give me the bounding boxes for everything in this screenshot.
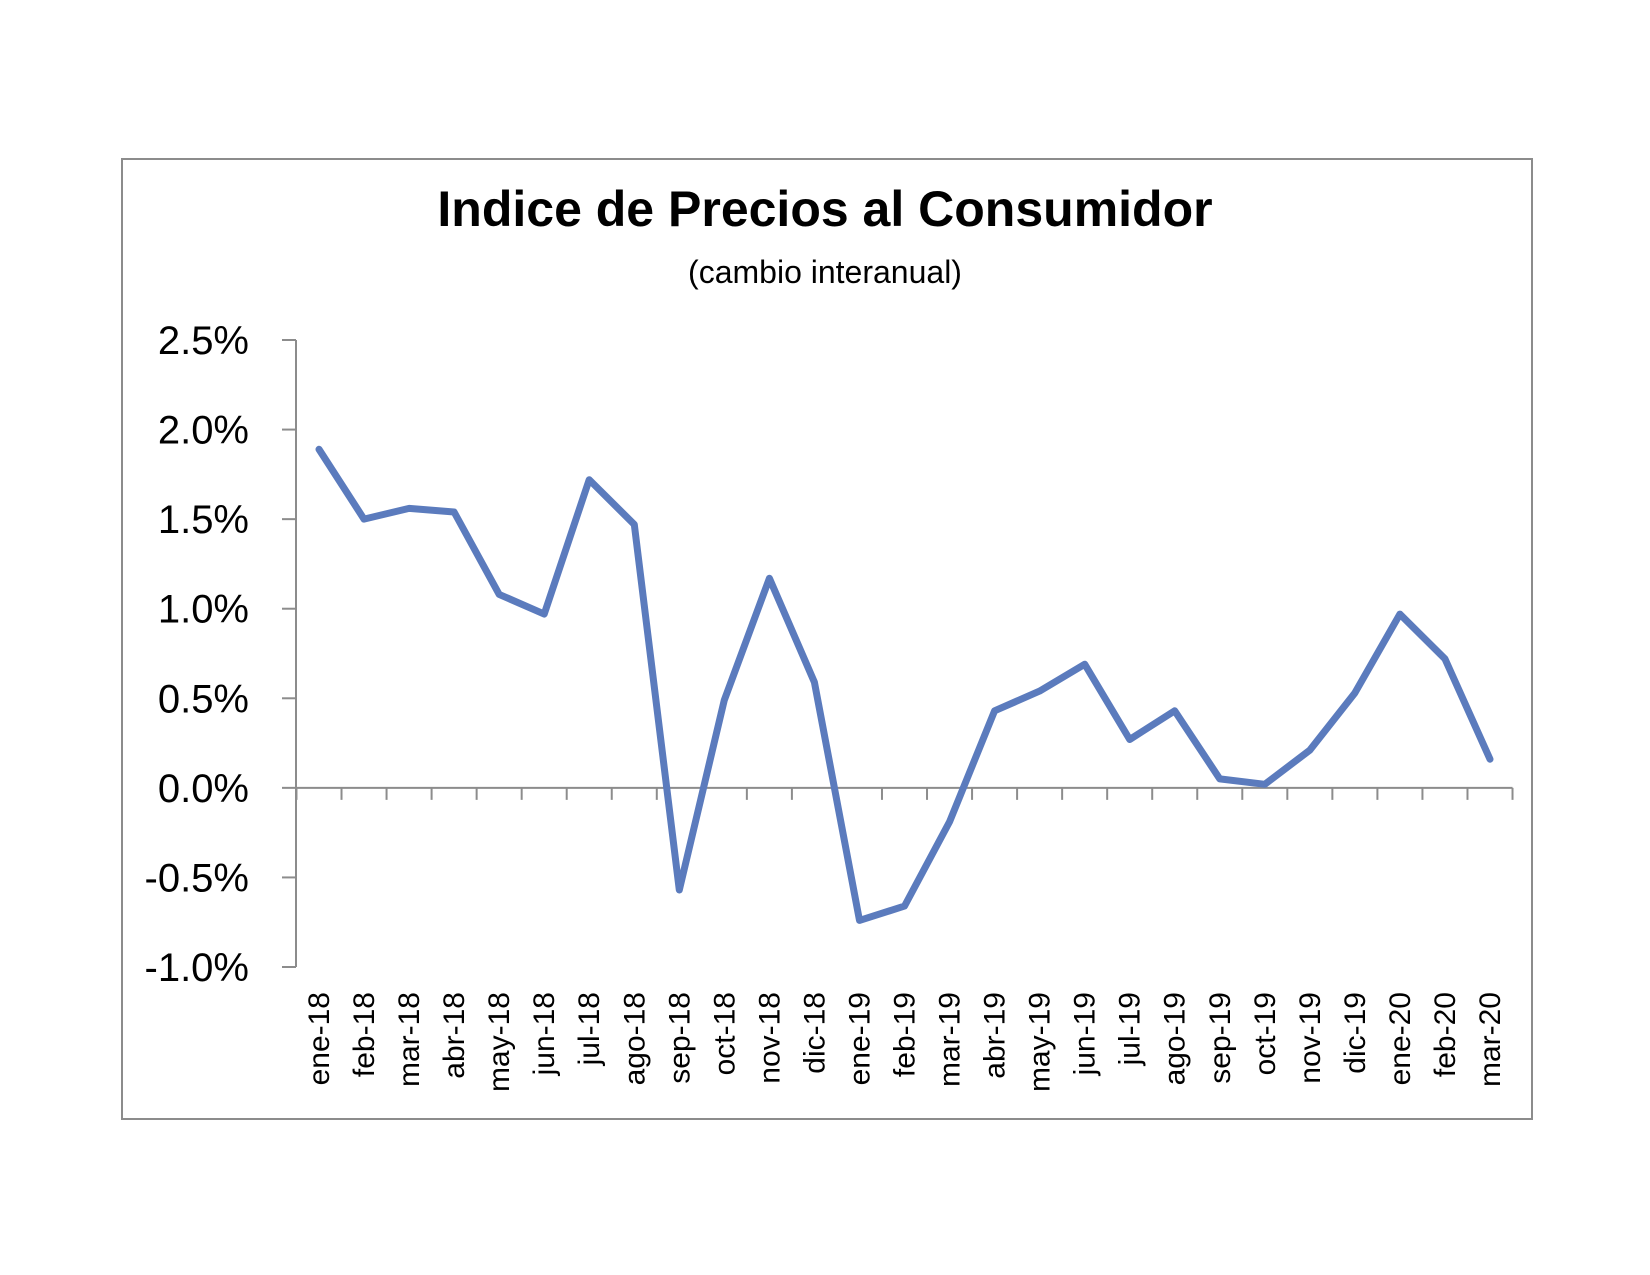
x-tick-label: mar-20 <box>1474 992 1507 1087</box>
x-tick-label: nov-19 <box>1294 992 1327 1084</box>
x-tick-label: jun-19 <box>1069 992 1102 1076</box>
x-tick-label: ago-19 <box>1159 992 1192 1085</box>
y-tick-label: 2.5% <box>158 319 249 363</box>
data-point <box>408 507 410 509</box>
x-tick-label: may-19 <box>1024 992 1057 1092</box>
x-tick-label: sep-18 <box>663 992 696 1084</box>
x-tick-label: dic-19 <box>1339 992 1372 1074</box>
x-tick-label: oct-19 <box>1249 992 1282 1075</box>
x-tick-label: ago-18 <box>618 992 651 1085</box>
x-axis-labels: ene-18 feb-18 mar-18 abr-18 may-18 jun-18 jul-… <box>303 992 1507 1092</box>
data-point <box>813 681 815 683</box>
data-point <box>994 710 996 712</box>
x-tick-label: may-18 <box>483 992 516 1092</box>
x-tick-label: dic-18 <box>798 992 831 1074</box>
data-point <box>723 699 725 701</box>
data-point <box>588 479 590 481</box>
data-point <box>1039 690 1041 692</box>
chart-title: Indice de Precios al Consumidor <box>437 181 1213 237</box>
data-point <box>678 889 680 891</box>
data-point <box>543 613 545 615</box>
y-tick-label: 0.5% <box>158 677 249 721</box>
data-point <box>1354 692 1356 694</box>
y-tick-label: 1.5% <box>158 498 249 542</box>
x-tick-label: abr-19 <box>979 992 1012 1079</box>
data-point <box>453 511 455 513</box>
x-tick-label: sep-19 <box>1204 992 1237 1084</box>
data-point <box>1219 778 1221 780</box>
y-tick-label: 1.0% <box>158 588 249 632</box>
x-tick-label: mar-19 <box>934 992 967 1087</box>
x-tick-label: oct-18 <box>708 992 741 1075</box>
data-point <box>1489 758 1491 760</box>
series-line <box>315 445 1494 924</box>
x-tick-label: abr-18 <box>438 992 471 1079</box>
x-tick-label: ene-20 <box>1384 992 1417 1085</box>
data-point <box>318 448 320 450</box>
chart-subtitle: (cambio interanual) <box>688 254 962 290</box>
chart-frame <box>121 158 1533 1120</box>
series-group <box>315 445 1494 924</box>
x-tick-label: ene-18 <box>303 992 336 1085</box>
x-tick-label: feb-20 <box>1429 992 1462 1077</box>
axes <box>282 339 1514 968</box>
y-tick-label: -0.5% <box>145 856 250 900</box>
x-tick-label: ene-19 <box>843 992 876 1085</box>
y-tick-label: -1.0% <box>145 946 250 990</box>
data-point <box>1264 783 1266 785</box>
data-point <box>1084 663 1086 665</box>
data-point <box>1174 710 1176 712</box>
x-tick-label: feb-18 <box>348 992 381 1077</box>
y-axis-labels: 2.5% 2.0% 1.5% 1.0% 0.5% 0.0% -0.5% -1.0% <box>145 319 250 990</box>
y-tick-label: 0.0% <box>158 767 249 811</box>
x-tick-label: mar-18 <box>393 992 426 1087</box>
x-tick-label: jun-18 <box>528 992 561 1076</box>
data-point <box>858 919 860 921</box>
data-point <box>949 821 951 823</box>
data-point <box>904 905 905 907</box>
x-tick-label: jul-19 <box>1114 992 1147 1066</box>
data-point <box>1444 658 1446 660</box>
x-tick-label: jul-18 <box>573 992 606 1066</box>
data-point <box>1129 738 1131 740</box>
x-tick-label: feb-19 <box>889 992 922 1077</box>
data-point <box>1309 749 1311 751</box>
data-point <box>363 518 365 520</box>
data-point <box>768 577 770 579</box>
y-tick-label: 2.0% <box>158 409 249 453</box>
data-point <box>1399 613 1401 615</box>
x-tick-label: nov-18 <box>753 992 786 1084</box>
data-point <box>633 524 635 526</box>
data-point <box>498 593 500 595</box>
